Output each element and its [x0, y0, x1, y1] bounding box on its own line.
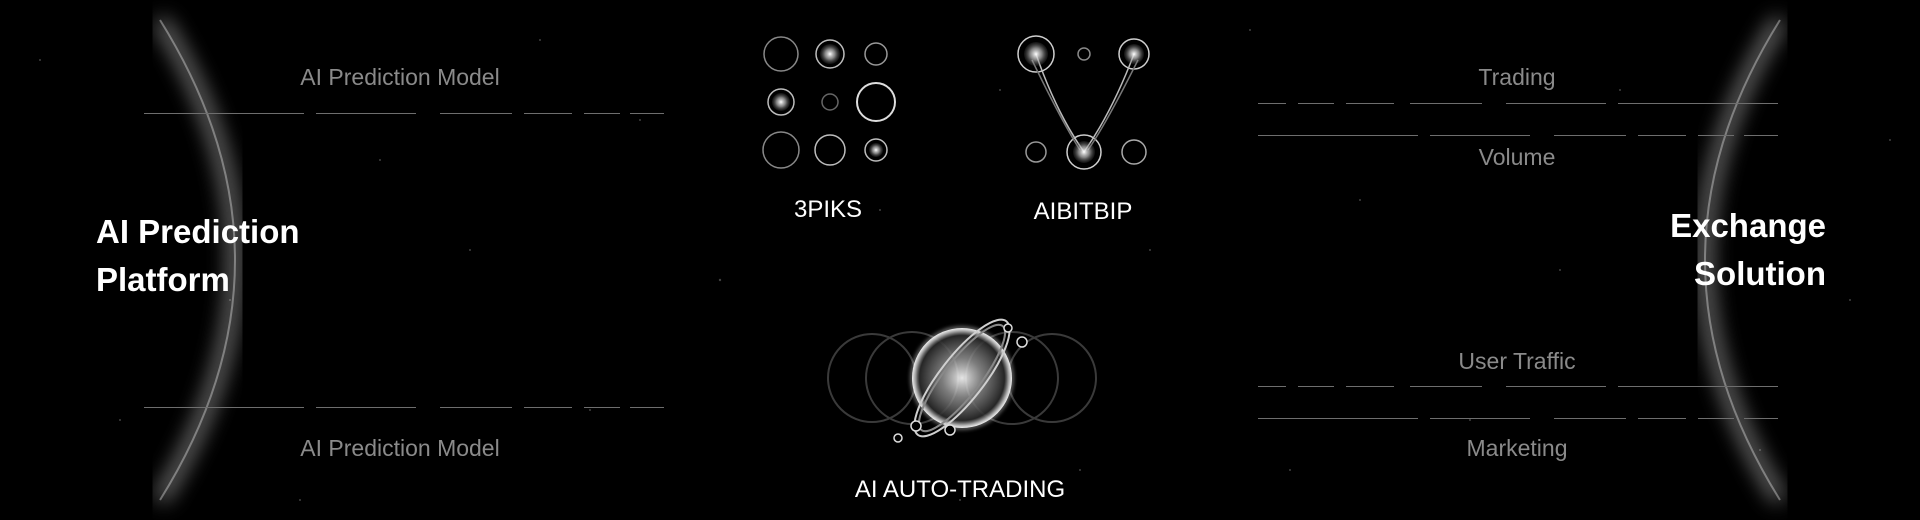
planet-icon: [827, 318, 1097, 443]
node-label-3piks: 3PIKS: [793, 196, 863, 223]
left-light-arc: [154, 16, 242, 504]
right-title-line1: Exchange: [1670, 207, 1826, 244]
left-bottom-label: AI Prediction Model: [300, 435, 500, 461]
left-platform-title: AI Prediction Platform: [96, 208, 300, 304]
right-label-trading: Trading: [1478, 64, 1556, 90]
right-light-arc: [1698, 16, 1786, 504]
right-connector-2: [1258, 135, 1778, 136]
left-title-line1: AI Prediction: [96, 213, 300, 250]
left-bottom-connector: [144, 407, 664, 408]
left-top-connector: [144, 113, 664, 114]
right-connector-3: [1258, 386, 1778, 387]
left-title-line2: Platform: [96, 261, 230, 298]
dot-grid-icon: [762, 36, 896, 169]
node-label-aibitbip: AIBITBIP: [1033, 198, 1133, 225]
right-connector-4: [1258, 418, 1778, 419]
right-label-marketing: Marketing: [1466, 435, 1568, 461]
left-top-label: AI Prediction Model: [300, 64, 500, 90]
v-network-icon: [1017, 35, 1150, 170]
right-label-volume: Volume: [1478, 144, 1556, 170]
node-label-ai-auto-trading: AI AUTO-TRADING: [854, 476, 1066, 503]
right-connector-1: [1258, 103, 1778, 104]
right-solution-title: Exchange Solution: [1640, 202, 1826, 298]
right-label-user-traffic: User Traffic: [1458, 348, 1576, 374]
right-title-line2: Solution: [1694, 255, 1826, 292]
